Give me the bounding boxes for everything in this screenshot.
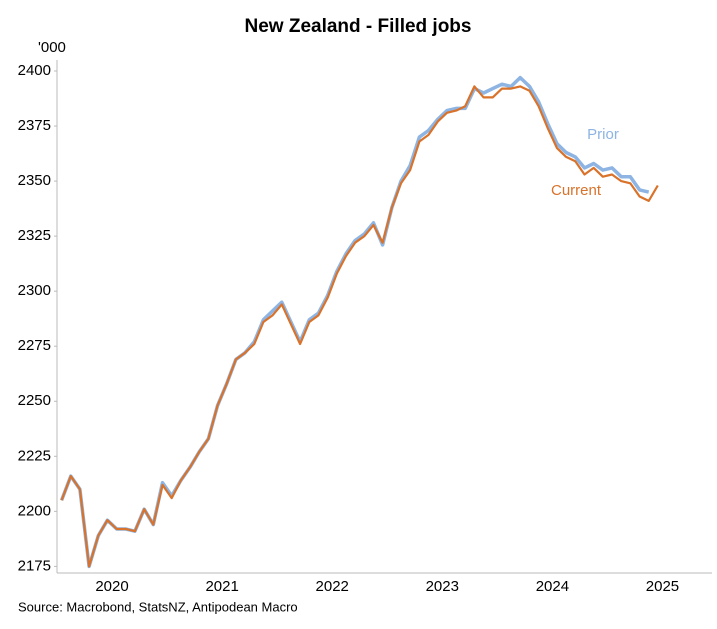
y-unit: '000 xyxy=(38,39,66,56)
x-tick-label: 2021 xyxy=(205,578,238,595)
x-tick-label: 2020 xyxy=(95,578,128,595)
source: Source: Macrobond, StatsNZ, Antipodean M… xyxy=(18,599,298,614)
y-tick-label: 2275 xyxy=(18,337,51,354)
series-line xyxy=(60,85,659,568)
y-tick-label: 2325 xyxy=(18,227,51,244)
y-tick-label: 2250 xyxy=(18,392,51,409)
y-tick-label: 2350 xyxy=(18,172,51,189)
series-label: Current xyxy=(551,182,602,199)
y-tick-label: 2300 xyxy=(18,282,51,299)
y-tick-label: 2400 xyxy=(18,62,51,79)
chart-title: New Zealand - Filled jobs xyxy=(245,16,472,37)
y-tick-label: 2225 xyxy=(18,447,51,464)
y-tick-label: 2200 xyxy=(18,502,51,519)
x-tick-label: 2022 xyxy=(316,578,349,595)
x-tick-label: 2024 xyxy=(536,578,569,595)
y-tick-label: 2375 xyxy=(18,117,51,134)
series-label: Prior xyxy=(587,126,619,143)
x-tick-label: 2025 xyxy=(646,578,679,595)
y-tick-label: 2175 xyxy=(18,557,51,574)
x-tick-label: 2023 xyxy=(426,578,459,595)
